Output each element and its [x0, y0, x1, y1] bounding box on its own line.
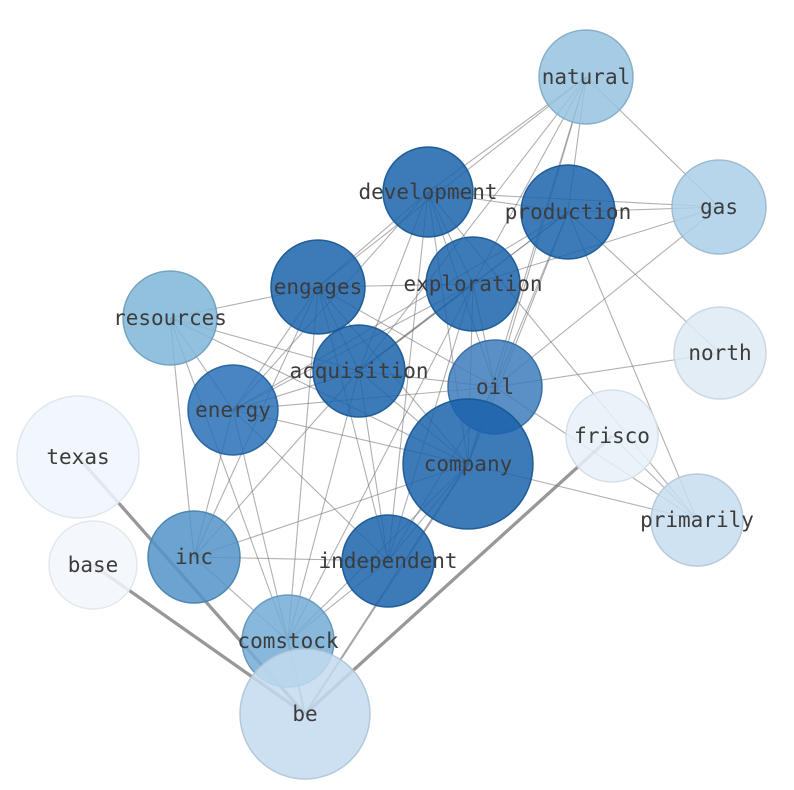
graph-node-independent [341, 514, 435, 608]
graph-edge-engages-comstock [287, 286, 319, 642]
graph-node-resources [122, 270, 218, 366]
graph-node-primarily [650, 473, 744, 567]
graph-node-inc [147, 510, 241, 604]
graph-node-north [673, 306, 767, 400]
graph-node-engages [270, 239, 366, 335]
graph-edge-exploration-comstock [287, 283, 474, 642]
graph-node-be [239, 648, 371, 780]
graph-node-energy [187, 364, 279, 456]
graph-node-natural [538, 29, 634, 125]
graph-node-exploration [425, 236, 521, 332]
graph-node-acquisition [312, 324, 406, 418]
graph-node-production [520, 164, 616, 260]
graph-node-texas [16, 395, 140, 519]
graph-node-development [382, 146, 474, 238]
graph-node-base [48, 520, 138, 610]
nodes-layer [16, 29, 767, 780]
graph-edge-resources-comstock [169, 317, 289, 642]
graph-node-frisco [565, 389, 659, 483]
graph-edge-production-energy [232, 211, 569, 411]
graph-edge-frisco-be [303, 434, 614, 716]
graph-edge-oil-gas [494, 206, 720, 388]
graph-node-company [402, 398, 534, 530]
graph-node-gas [671, 159, 767, 255]
graph-edge-natural-acquisition [358, 76, 587, 372]
